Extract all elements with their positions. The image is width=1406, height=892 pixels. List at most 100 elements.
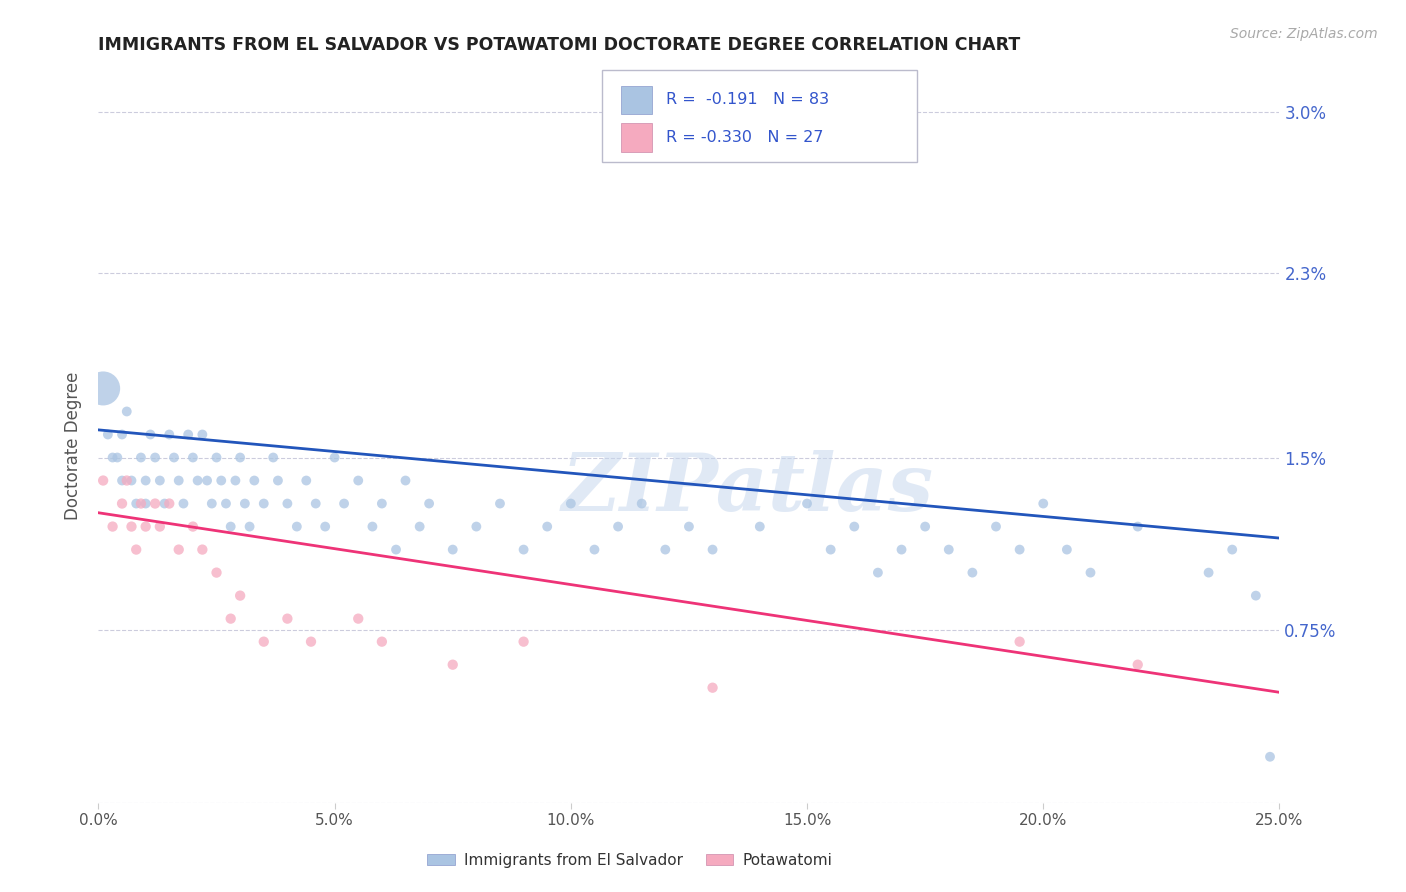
Point [105, 450, 128, 465]
Point [276, 497, 298, 511]
Point [607, 519, 630, 533]
Point [215, 497, 238, 511]
Point [654, 542, 676, 557]
Text: ZIPatlas: ZIPatlas [562, 450, 934, 527]
Point [314, 519, 336, 533]
Point [702, 542, 724, 557]
Point [115, 404, 138, 418]
Point [418, 497, 440, 511]
Point [181, 450, 204, 465]
Point [243, 474, 266, 488]
Point [1198, 566, 1220, 580]
Point [512, 634, 534, 648]
Point [866, 566, 889, 580]
Point [157, 497, 180, 511]
Point [219, 519, 242, 533]
Point [97, 427, 120, 442]
Point [914, 519, 936, 533]
Point [299, 634, 322, 648]
Point [408, 519, 430, 533]
Point [512, 542, 534, 557]
Point [229, 450, 252, 465]
Point [163, 450, 186, 465]
Point [253, 634, 276, 648]
Point [536, 519, 558, 533]
Text: Source: ZipAtlas.com: Source: ZipAtlas.com [1230, 27, 1378, 41]
Point [1008, 542, 1031, 557]
Point [371, 497, 394, 511]
Point [143, 450, 166, 465]
Point [295, 474, 318, 488]
Point [1258, 749, 1281, 764]
Point [135, 497, 157, 511]
Point [371, 634, 394, 648]
Point [167, 474, 190, 488]
Point [333, 497, 356, 511]
Point [796, 497, 818, 511]
Point [111, 497, 134, 511]
Text: IMMIGRANTS FROM EL SALVADOR VS POTAWATOMI DOCTORATE DEGREE CORRELATION CHART: IMMIGRANTS FROM EL SALVADOR VS POTAWATOM… [98, 36, 1021, 54]
Point [1244, 589, 1267, 603]
Point [111, 474, 134, 488]
Point [143, 497, 166, 511]
Point [135, 519, 157, 533]
Point [181, 519, 204, 533]
Point [121, 519, 143, 533]
Point [262, 450, 284, 465]
Point [361, 519, 384, 533]
Point [748, 519, 770, 533]
Point [1126, 519, 1149, 533]
Point [153, 497, 176, 511]
Point [224, 474, 246, 488]
Point [129, 450, 152, 465]
Point [441, 657, 464, 672]
Point [1220, 542, 1243, 557]
Point [1126, 657, 1149, 672]
Point [465, 519, 488, 533]
Point [219, 612, 242, 626]
Point [191, 542, 214, 557]
Point [125, 542, 148, 557]
Point [101, 450, 124, 465]
Point [1080, 566, 1102, 580]
Point [844, 519, 866, 533]
Point [347, 612, 370, 626]
Point [1032, 497, 1054, 511]
Point [205, 450, 228, 465]
Point [149, 519, 172, 533]
Point [267, 474, 290, 488]
Point [205, 566, 228, 580]
Point [1008, 634, 1031, 648]
Point [560, 497, 582, 511]
Text: R = -0.330   N = 27: R = -0.330 N = 27 [666, 130, 824, 145]
Point [139, 427, 162, 442]
Point [890, 542, 912, 557]
Point [678, 519, 700, 533]
Point [385, 542, 408, 557]
Point [323, 450, 346, 465]
Point [962, 566, 984, 580]
Point [702, 681, 724, 695]
Point [177, 427, 200, 442]
Point [172, 497, 194, 511]
Point [253, 497, 276, 511]
Point [583, 542, 606, 557]
Point [209, 474, 232, 488]
Point [91, 381, 114, 395]
Point [135, 474, 157, 488]
Point [125, 497, 148, 511]
Point [157, 427, 180, 442]
Point [305, 497, 328, 511]
Text: R =  -0.191   N = 83: R = -0.191 N = 83 [666, 93, 830, 107]
Point [201, 497, 224, 511]
Point [1056, 542, 1078, 557]
Point [167, 542, 190, 557]
Point [121, 474, 143, 488]
Point [347, 474, 370, 488]
Point [820, 542, 842, 557]
Point [233, 497, 256, 511]
Point [129, 497, 152, 511]
Point [195, 474, 218, 488]
Point [191, 427, 214, 442]
Point [149, 474, 172, 488]
